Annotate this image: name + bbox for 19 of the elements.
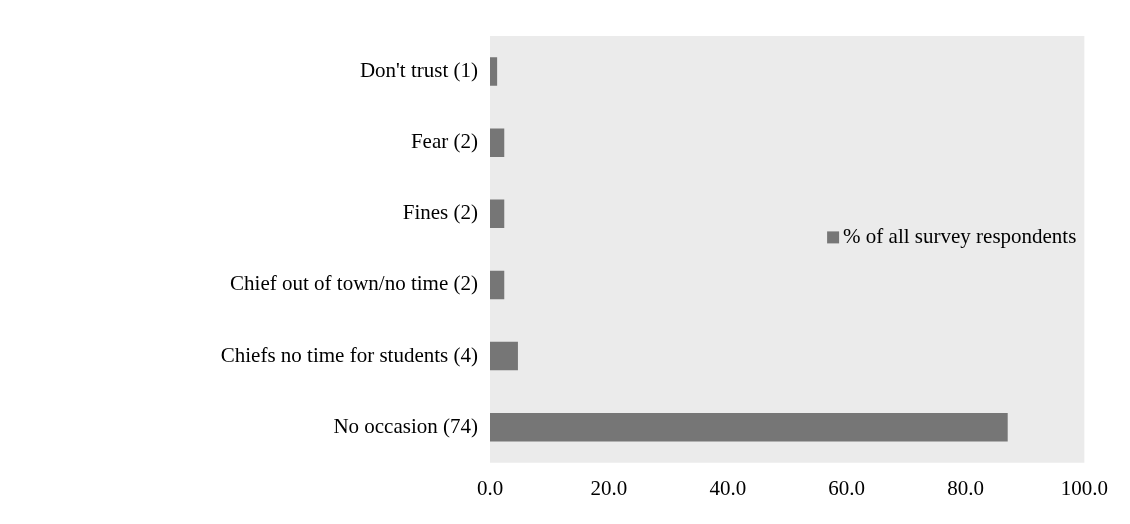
bar [490,341,518,371]
y-tick-label: Chiefs no time for students (4) [220,342,478,367]
x-tick-label: 80.0 [947,475,984,500]
x-tick-label: 40.0 [709,475,747,500]
x-tick-label: 20.0 [590,475,628,500]
legend-label: % of all survey respondents [843,223,1077,248]
bar [490,270,505,300]
y-tick-label: Chief out of town/no time (2) [230,271,478,296]
y-tick-label: No occasion (74) [333,413,478,438]
bar [490,413,1008,442]
x-tick-label: 60.0 [828,475,865,500]
bar [490,199,505,229]
y-tick-label: Fear (2) [410,129,478,154]
y-tick-label: Fines (2) [402,200,478,225]
x-tick-label: 0.0 [476,475,504,500]
x-tick-label: 100.0 [1060,475,1108,500]
bar [490,57,498,86]
bar [490,128,505,157]
y-tick-label: Don't trust (1) [359,58,478,83]
